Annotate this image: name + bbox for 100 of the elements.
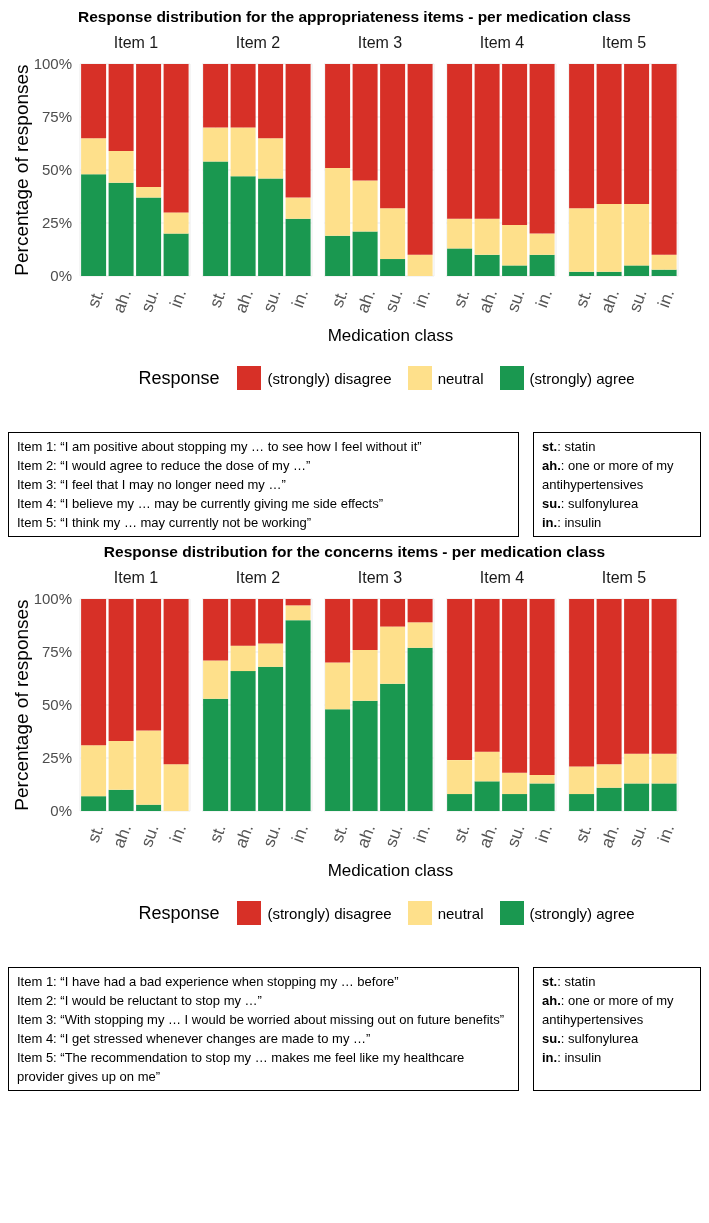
chart-subtitle: Item 3	[356, 569, 404, 588]
bar	[596, 271, 622, 276]
bar	[529, 254, 555, 276]
bar	[624, 783, 650, 811]
bar	[352, 180, 378, 232]
y-tick-label: 100%	[33, 590, 72, 608]
bar	[474, 751, 500, 782]
x-tick-label: su.	[381, 821, 407, 850]
x-tick-label: su.	[625, 286, 651, 315]
bar	[352, 64, 378, 181]
bar	[380, 599, 406, 627]
bar	[108, 599, 134, 742]
bar	[203, 599, 229, 661]
chart-subtitle: Item 4	[478, 569, 526, 588]
x-tick-label: in.	[166, 286, 191, 311]
bar	[81, 796, 107, 811]
y-tick-label: 100%	[33, 55, 72, 73]
x-tick-label: st.	[571, 821, 596, 846]
bar	[352, 649, 378, 701]
x-tick-label: ah.	[353, 286, 380, 316]
bar	[529, 774, 555, 784]
x-tick-label: ah.	[231, 821, 258, 851]
text: st.: statin	[542, 973, 597, 991]
bar	[136, 186, 162, 198]
bar	[474, 64, 500, 219]
x-tick-label: st.	[327, 821, 352, 846]
x-tick-label: in.	[166, 821, 191, 846]
bar	[502, 225, 528, 266]
bar	[230, 599, 256, 646]
text: su.: sulfonylurea	[542, 1030, 640, 1048]
bar	[285, 197, 311, 219]
x-tick-label: ah.	[597, 821, 624, 851]
x-tick-label: ah.	[109, 286, 136, 316]
chart-subtitle: Item 5	[600, 34, 648, 53]
bar	[325, 662, 351, 710]
bar	[163, 599, 189, 765]
bar	[407, 647, 433, 811]
bar	[325, 709, 351, 811]
bar	[596, 764, 622, 788]
bar	[136, 64, 162, 187]
bar	[569, 208, 595, 272]
bar	[230, 671, 256, 811]
bar	[108, 789, 134, 811]
y-axis-title: Percentage of responses	[10, 599, 32, 811]
bar	[529, 64, 555, 234]
x-tick-label: ah.	[475, 286, 502, 316]
x-tick-label: in.	[288, 821, 313, 846]
bar	[325, 599, 351, 663]
bar	[81, 745, 107, 797]
legend-title: Response	[138, 367, 220, 389]
x-tick-label: st.	[83, 821, 108, 846]
bar	[624, 265, 650, 276]
chart-subtitle: Item 2	[234, 34, 282, 53]
text: Item 2: “I would be reluctant to stop my …”	[17, 992, 263, 1010]
bar	[624, 599, 650, 754]
text: Item 3: “I feel that I may no longer need my …”	[17, 476, 287, 494]
bar	[447, 760, 473, 795]
x-tick-label: ah.	[475, 821, 502, 851]
text: Item 3: “With stopping my … I would be worried about missing out on future benefits”	[17, 1011, 505, 1029]
bar	[447, 599, 473, 761]
x-tick-label: st.	[83, 286, 108, 311]
bar	[624, 64, 650, 204]
y-axis-title: Percentage of responses	[10, 64, 32, 276]
bar	[258, 666, 284, 811]
y-tick-label: 75%	[41, 643, 72, 661]
bar	[203, 127, 229, 162]
bar	[108, 741, 134, 790]
x-tick-label: su.	[259, 821, 285, 850]
x-tick-label: su.	[137, 821, 163, 850]
bar	[407, 599, 433, 623]
y-tick-label: 25%	[41, 749, 72, 767]
text: in.: insulin	[542, 514, 603, 532]
bar	[407, 622, 433, 648]
bar	[529, 233, 555, 255]
x-tick-label: su.	[381, 286, 407, 315]
x-tick-label: st.	[205, 286, 230, 311]
bar	[258, 643, 284, 667]
bar	[258, 64, 284, 139]
bar	[569, 766, 595, 795]
bar	[285, 64, 311, 198]
text: Item 4: “I get stressed whenever changes are made to my …”	[17, 1030, 372, 1048]
bar	[203, 64, 229, 128]
bar	[136, 197, 162, 276]
bar	[569, 599, 595, 767]
x-tick-label: su.	[503, 286, 529, 315]
bar	[651, 753, 677, 784]
x-tick-label: st.	[327, 286, 352, 311]
legend-label: (strongly) agree	[529, 904, 635, 922]
bar	[108, 64, 134, 151]
legend-title: Response	[138, 902, 220, 924]
bar	[651, 783, 677, 811]
bar	[230, 645, 256, 672]
bar	[285, 599, 311, 606]
bar	[380, 64, 406, 209]
bar	[447, 64, 473, 219]
bar	[624, 753, 650, 784]
bar	[108, 182, 134, 276]
chart-subtitle: Item 3	[356, 34, 404, 53]
chart-subtitle: Item 1	[112, 569, 160, 588]
x-axis-title: Medication class	[326, 861, 455, 881]
